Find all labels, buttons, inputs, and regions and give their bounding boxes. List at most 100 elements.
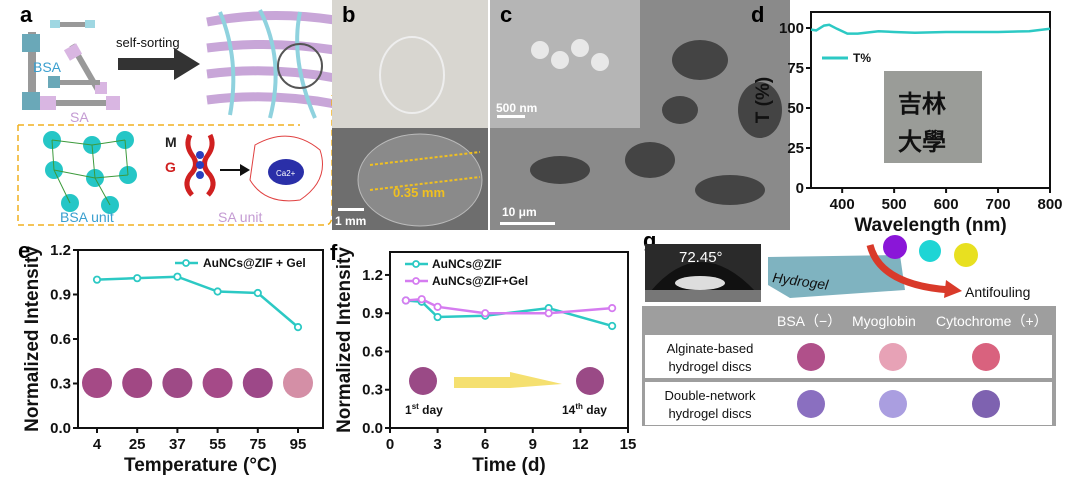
y-axis-title: T (%) bbox=[753, 77, 774, 123]
plot-frame bbox=[389, 251, 629, 429]
x-tick-label: 4 bbox=[93, 436, 102, 453]
y-tick-label: 0.0 bbox=[50, 420, 71, 437]
x-tick-label: 75 bbox=[249, 436, 266, 453]
disc-day1 bbox=[409, 367, 437, 395]
panel-a: a BSA SA self-sorting bbox=[17, 2, 336, 226]
data-point bbox=[253, 288, 262, 298]
calligraphy-photo-content: 吉林 bbox=[898, 91, 946, 118]
data-point bbox=[213, 287, 222, 296]
panel-b: b 0.35 mm 1 mm bbox=[332, 0, 488, 230]
y-tick-label: 0.3 bbox=[50, 376, 71, 393]
data-point bbox=[133, 274, 142, 283]
panel-c: c 500 nm 10 μm bbox=[490, 0, 790, 230]
x-tick-label: 37 bbox=[169, 436, 186, 453]
hydrogel-slab-illustration bbox=[768, 255, 905, 298]
series-line bbox=[96, 275, 299, 329]
column-header-cytochrome: Cytochrome（+） bbox=[936, 313, 1048, 329]
bsa-protein-icon bbox=[883, 235, 907, 259]
ca-ion-label: Ca2+ bbox=[276, 169, 296, 178]
data-point bbox=[481, 309, 490, 318]
row-label-line2: hydrogel discs bbox=[668, 406, 752, 421]
bsa-label: BSA bbox=[33, 59, 62, 75]
y-tick-label: 75 bbox=[787, 60, 804, 77]
bsa-sa-blocks-illustration bbox=[22, 20, 120, 110]
y-tick-label: 100 bbox=[779, 20, 804, 37]
y-tick-label: 0.9 bbox=[362, 305, 383, 322]
thickness-label: 0.35 mm bbox=[393, 185, 445, 200]
data-point bbox=[293, 323, 303, 332]
x-tick-label: 25 bbox=[129, 436, 146, 453]
data-point bbox=[608, 321, 617, 331]
right-arrow-icon bbox=[118, 48, 200, 80]
cytochrome-protein-icon bbox=[954, 243, 978, 267]
day1-label: 1st day bbox=[405, 402, 443, 417]
x-tick-label: 800 bbox=[1037, 196, 1062, 213]
data-point bbox=[92, 275, 102, 284]
row-label-line1: Alginate-based bbox=[667, 341, 754, 356]
plot-frame bbox=[77, 249, 324, 429]
x-tick-label: 500 bbox=[882, 196, 907, 213]
x-tick-label: 15 bbox=[620, 436, 637, 453]
y-tick-label: 0.6 bbox=[50, 331, 71, 348]
x-tick-label: 9 bbox=[529, 436, 537, 453]
x-tick-label: 700 bbox=[986, 196, 1011, 213]
chart-f: 0.0 0.3 0.6 0.9 1.2 0 3 6 9 12 15 Time (d) Normalize… bbox=[330, 240, 636, 476]
panel-g: g 72.45° Hydrogel Antifouling BSA（−） Myo… bbox=[642, 228, 1056, 426]
m-label: M bbox=[165, 134, 177, 150]
panel-label-b: b bbox=[342, 2, 355, 27]
y-tick-label: 0.9 bbox=[50, 287, 71, 304]
x-tick-label: 0 bbox=[386, 436, 394, 453]
chart-d: 0 25 50 75 100 400 500 600 700 800 Wavelength (nm)… bbox=[751, 2, 1063, 236]
y-tick-label: 0 bbox=[796, 180, 804, 197]
y-tick-label: 1.2 bbox=[50, 242, 71, 259]
antifouling-label: Antifouling bbox=[965, 284, 1030, 300]
g-label: G bbox=[165, 159, 176, 175]
hydrogel-disc-photo bbox=[797, 343, 825, 371]
y-tick-label: 0.0 bbox=[362, 420, 383, 437]
transparency-photo bbox=[884, 71, 982, 163]
hydrogel-disc-photo bbox=[879, 343, 907, 371]
egg-box-illustration bbox=[184, 133, 323, 202]
scale-bar-main: 10 μm bbox=[502, 205, 537, 219]
hydrogel-disc-photo bbox=[122, 368, 153, 398]
data-point bbox=[544, 309, 553, 318]
x-axis-title: Time (d) bbox=[472, 455, 546, 476]
scale-bar-inset: 500 nm bbox=[496, 101, 537, 115]
y-tick-label: 50 bbox=[787, 100, 804, 117]
dashed-inset-border bbox=[17, 95, 333, 226]
day14-label: 14th day bbox=[562, 402, 607, 417]
hydrogel-label: Hydrogel bbox=[772, 269, 831, 293]
series-line-t bbox=[810, 23, 1051, 35]
x-tick-label: 6 bbox=[481, 436, 489, 453]
panel-label-c: c bbox=[500, 2, 512, 27]
self-sorting-label: self-sorting bbox=[116, 35, 180, 50]
data-point bbox=[401, 296, 410, 305]
myoglobin-protein-icon bbox=[919, 240, 941, 262]
hydrogel-disc-photo bbox=[972, 343, 1000, 371]
contact-angle-value: 72.45° bbox=[679, 249, 723, 266]
x-tick-label: 400 bbox=[830, 196, 855, 213]
y-axis-title: Normalized Intensity bbox=[22, 246, 43, 432]
hydrogel-disc-photo bbox=[879, 390, 907, 418]
panel-label-d: d bbox=[751, 2, 764, 27]
scale-bar-b: 1 mm bbox=[335, 214, 366, 228]
legend-label: T% bbox=[853, 51, 871, 65]
data-point bbox=[608, 304, 617, 313]
hydrogel-disc-photo bbox=[202, 368, 233, 398]
column-header-bsa: BSA（−） bbox=[777, 313, 841, 329]
data-point bbox=[417, 295, 426, 304]
sa-label: SA bbox=[70, 109, 89, 125]
y-tick-label: 0.3 bbox=[362, 382, 383, 399]
disc-day14 bbox=[576, 367, 604, 395]
x-tick-label: 12 bbox=[572, 436, 589, 453]
hydrogel-disc-photo bbox=[797, 390, 825, 418]
storage-arrow bbox=[454, 372, 562, 388]
column-header-myoglobin: Myoglobin bbox=[852, 313, 916, 329]
hydrogel-disc-photo bbox=[283, 368, 313, 398]
panel-label-f: f bbox=[330, 240, 338, 265]
hydrogel-disc-photo bbox=[82, 368, 112, 398]
data-point bbox=[433, 312, 442, 322]
x-axis-title: Temperature (°C) bbox=[124, 455, 277, 476]
legend-label: AuNCs@ZIF+Gel bbox=[432, 274, 528, 288]
